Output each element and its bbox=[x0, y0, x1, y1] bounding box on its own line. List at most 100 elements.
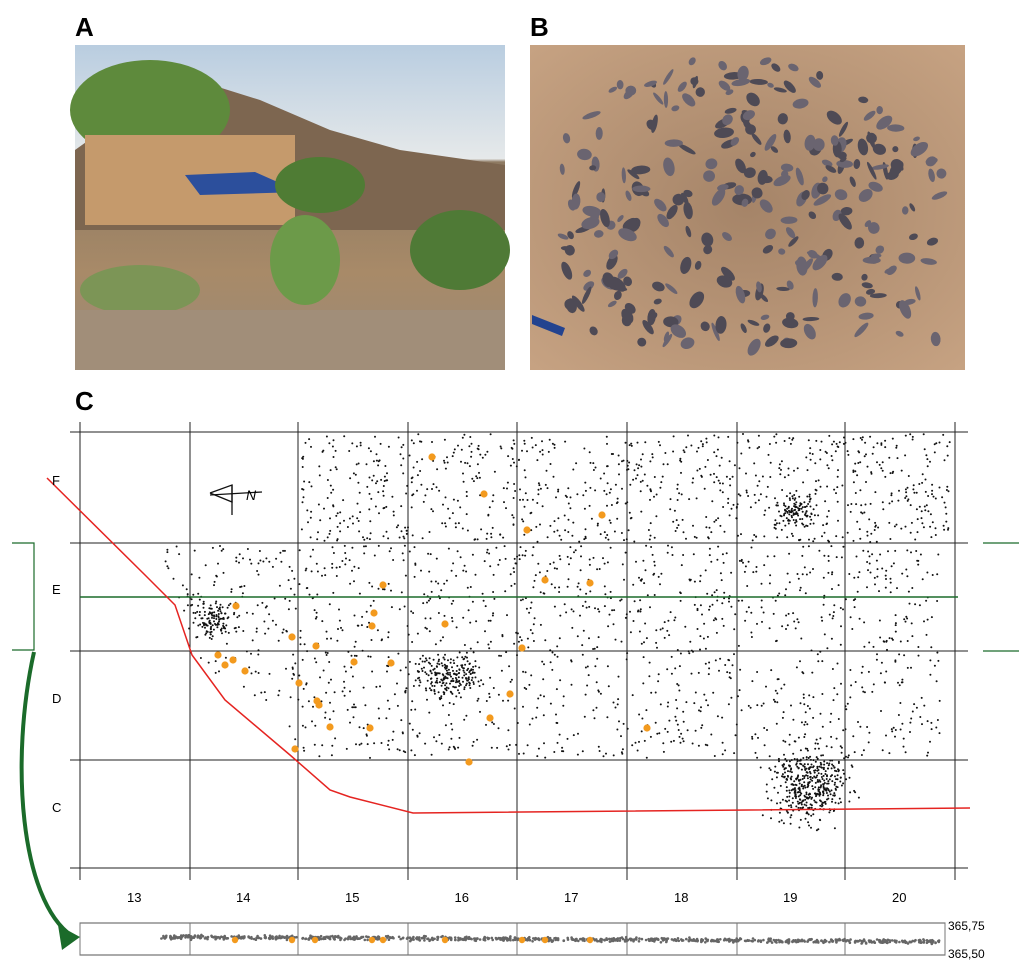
point bbox=[595, 681, 598, 684]
stone bbox=[600, 208, 610, 228]
point bbox=[818, 765, 821, 768]
point bbox=[863, 455, 866, 458]
point bbox=[787, 804, 790, 807]
point bbox=[781, 489, 784, 491]
point bbox=[875, 540, 878, 543]
point bbox=[376, 629, 379, 632]
point bbox=[796, 765, 799, 768]
section-point bbox=[719, 938, 722, 941]
point bbox=[844, 441, 847, 444]
point bbox=[178, 553, 181, 556]
point bbox=[299, 629, 302, 632]
stone bbox=[657, 213, 669, 228]
point bbox=[674, 715, 677, 718]
section-point bbox=[869, 939, 873, 943]
point bbox=[814, 792, 817, 795]
section-point bbox=[637, 940, 641, 943]
point bbox=[755, 535, 758, 538]
point bbox=[674, 667, 677, 670]
stone bbox=[806, 251, 822, 259]
point bbox=[424, 626, 427, 629]
point bbox=[828, 434, 831, 437]
point bbox=[683, 451, 686, 454]
point bbox=[577, 732, 579, 735]
stone bbox=[559, 163, 565, 175]
point bbox=[233, 627, 236, 630]
stone bbox=[571, 193, 581, 210]
point bbox=[259, 559, 262, 562]
point bbox=[305, 567, 308, 570]
point bbox=[649, 489, 652, 492]
section-point bbox=[854, 939, 857, 943]
section-point bbox=[483, 935, 487, 939]
point bbox=[329, 469, 332, 472]
point bbox=[881, 501, 884, 504]
point bbox=[809, 766, 812, 769]
point bbox=[693, 535, 696, 538]
point bbox=[374, 505, 377, 508]
point bbox=[546, 570, 549, 572]
point bbox=[785, 778, 788, 781]
point bbox=[780, 460, 783, 463]
point bbox=[352, 716, 355, 719]
point bbox=[621, 752, 624, 755]
stone bbox=[813, 194, 832, 206]
point bbox=[742, 561, 744, 564]
point bbox=[396, 704, 399, 707]
point bbox=[381, 638, 383, 641]
point bbox=[753, 534, 756, 536]
point bbox=[636, 441, 639, 444]
point bbox=[667, 544, 669, 547]
point bbox=[484, 630, 486, 633]
point bbox=[427, 552, 430, 555]
point bbox=[298, 549, 301, 552]
point bbox=[784, 767, 787, 770]
point bbox=[799, 807, 802, 809]
point bbox=[576, 753, 579, 756]
stone bbox=[780, 338, 798, 349]
point bbox=[844, 598, 847, 601]
point bbox=[537, 562, 540, 565]
point bbox=[416, 734, 419, 737]
point bbox=[816, 757, 819, 760]
point bbox=[589, 590, 592, 593]
point bbox=[670, 546, 673, 549]
section-point bbox=[290, 934, 294, 938]
stone bbox=[680, 256, 692, 274]
point bbox=[310, 510, 313, 513]
point bbox=[607, 685, 610, 688]
point bbox=[581, 750, 584, 753]
point bbox=[707, 537, 710, 540]
point bbox=[612, 623, 615, 626]
point bbox=[558, 637, 561, 640]
point bbox=[397, 436, 400, 439]
point bbox=[921, 481, 924, 484]
point bbox=[716, 715, 719, 718]
point bbox=[642, 682, 645, 685]
point bbox=[936, 600, 939, 602]
point bbox=[659, 583, 661, 586]
section-point bbox=[531, 940, 534, 943]
point bbox=[201, 625, 204, 628]
point bbox=[198, 611, 201, 613]
point bbox=[833, 827, 836, 830]
point bbox=[796, 800, 799, 803]
point bbox=[861, 436, 864, 439]
point bbox=[427, 674, 430, 677]
point bbox=[597, 745, 600, 748]
section-point bbox=[487, 937, 491, 940]
point bbox=[367, 655, 370, 658]
point bbox=[889, 591, 892, 594]
point bbox=[611, 609, 614, 612]
point bbox=[528, 723, 531, 726]
point bbox=[835, 788, 837, 791]
point bbox=[814, 786, 817, 789]
point bbox=[726, 671, 729, 674]
point bbox=[717, 436, 720, 439]
point bbox=[633, 540, 636, 543]
point bbox=[624, 551, 627, 554]
point bbox=[466, 660, 469, 663]
point bbox=[521, 598, 524, 601]
point bbox=[471, 744, 474, 747]
point bbox=[413, 575, 416, 578]
